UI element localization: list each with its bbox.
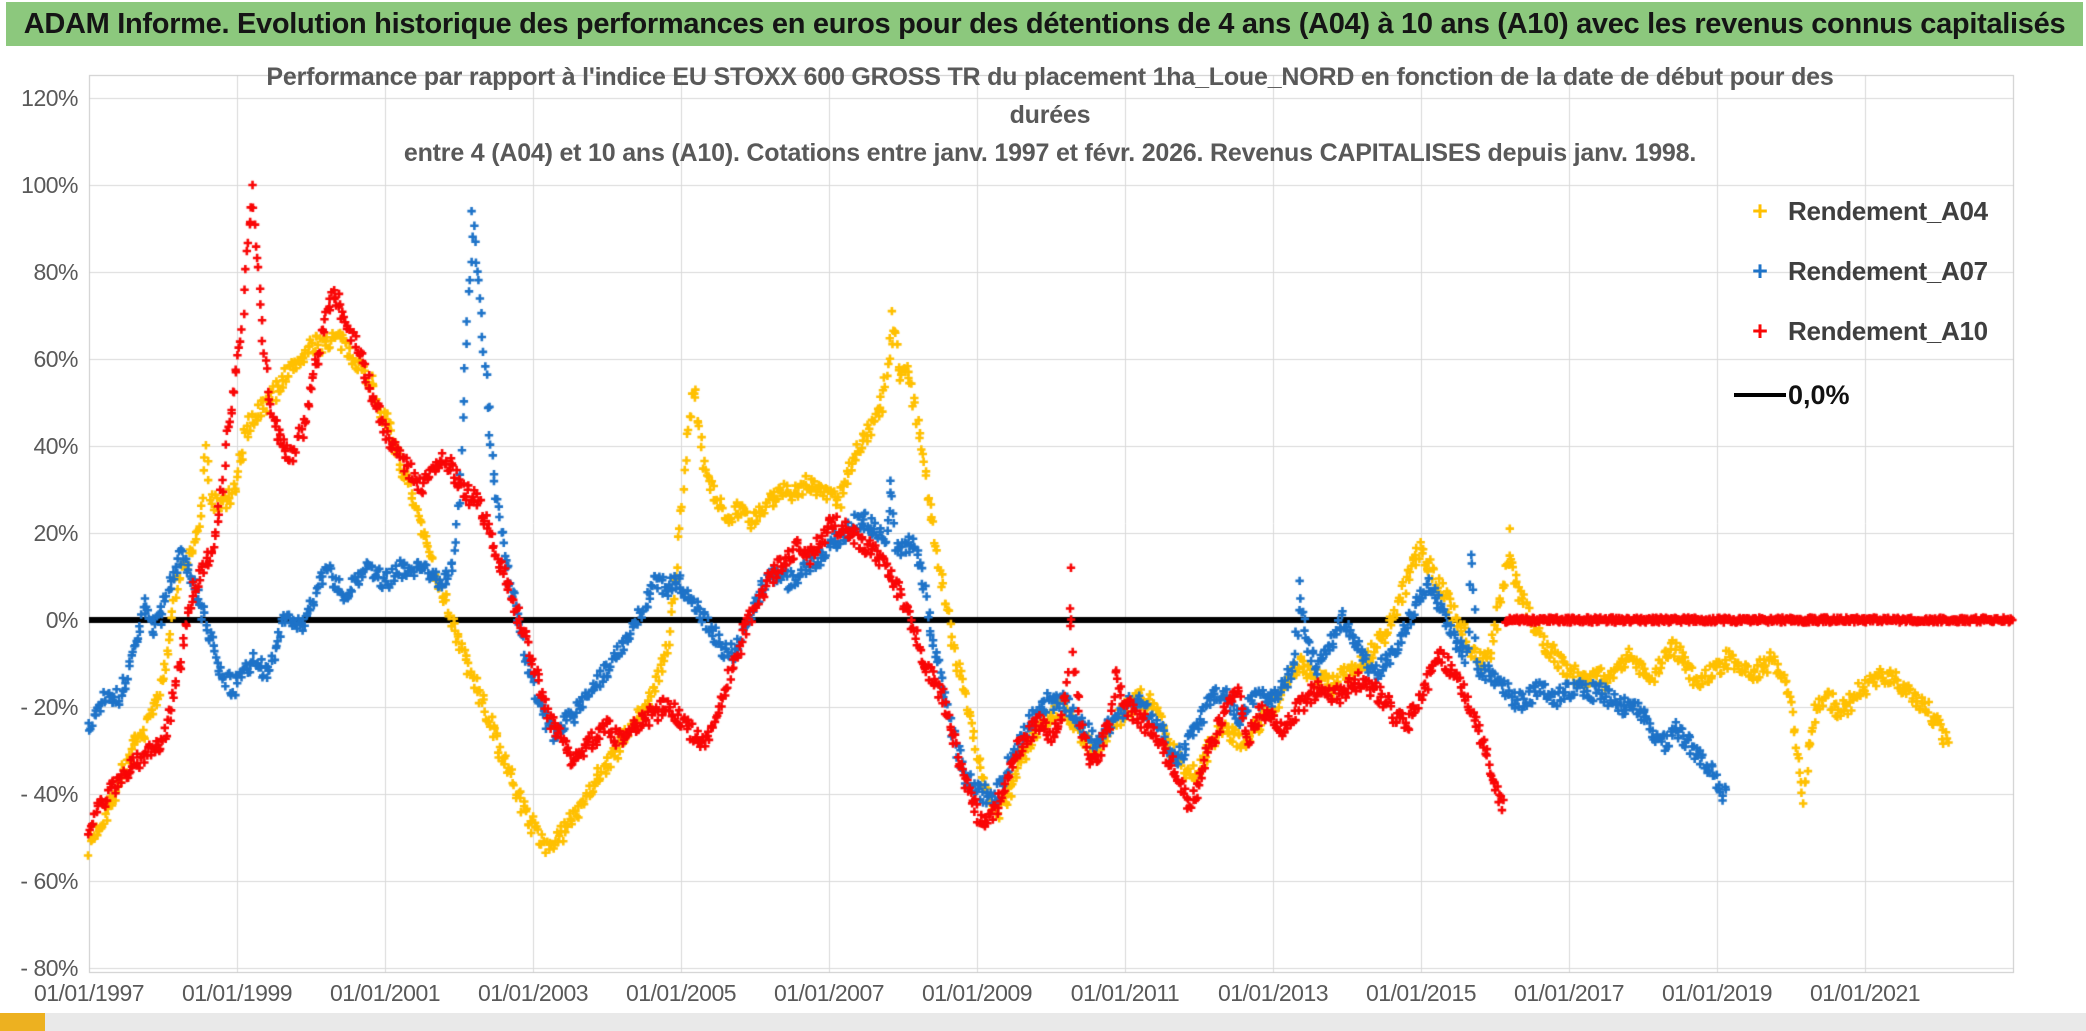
chart-title: Performance par rapport à l'indice EU ST… [230, 58, 1870, 172]
y-axis-tick-label: 40% [33, 433, 78, 459]
legend-label: 0,0% [1788, 379, 1850, 410]
y-axis-tick-label: - 40% [20, 781, 78, 807]
chart-title-line-2: entre 4 (A04) et 10 ans (A10). Cotations… [403, 139, 1697, 167]
x-axis-tick-label: 01/01/2009 [921, 980, 1033, 1006]
y-axis-tick-label: 0% [45, 607, 79, 633]
x-axis-tick-label: 01/01/2011 [1070, 980, 1180, 1006]
chart-legend: + Rendement_A04 + Rendement_A07 + Rendement_A… [1732, 182, 2022, 422]
plus-marker-icon: + [1752, 256, 1768, 286]
legend-label: Rendement_A07 [1788, 255, 1988, 286]
legend-label: Rendement_A10 [1788, 315, 1988, 346]
y-axis-tick-label: 80% [33, 259, 78, 285]
x-axis-tick-label: 01/01/2019 [1661, 980, 1773, 1006]
legend-item-0-0-: 0,0% [1732, 378, 2022, 412]
y-axis-tick-label: - 60% [20, 868, 78, 894]
x-axis-tick-label: 01/01/2007 [773, 980, 885, 1006]
y-axis-labels: 120% 100% 80% 60% 40% 20% 0% - 20% - 40% - 60% - 8… [0, 0, 80, 1031]
x-axis-tick-label: 01/01/2005 [625, 980, 737, 1006]
x-axis-tick-label: 01/01/2001 [329, 980, 441, 1006]
plus-marker-icon: + [1752, 196, 1768, 226]
legend-item-rendement-a07: + Rendement_A07 [1732, 254, 2022, 288]
x-axis-tick-label: 01/01/2021 [1809, 980, 1921, 1006]
y-axis-tick-label: 20% [33, 520, 78, 546]
plus-marker-icon: + [1752, 316, 1768, 346]
x-axis-tick-label: 01/01/2017 [1513, 980, 1625, 1006]
y-axis-tick-label: 100% [21, 172, 78, 198]
x-axis-tick-label: 01/01/2015 [1365, 980, 1477, 1006]
zero-line-swatch [1734, 393, 1786, 397]
chart-title-line-1: Performance par rapport à l'indice EU ST… [266, 63, 1834, 129]
x-axis-tick-label: 01/01/1999 [181, 980, 293, 1006]
y-axis-tick-label: 60% [33, 346, 78, 372]
legend-item-rendement-a10: + Rendement_A10 [1732, 314, 2022, 348]
x-axis-tick-label: 01/01/1997 [33, 980, 145, 1006]
x-axis-tick-label: 01/01/2013 [1217, 980, 1329, 1006]
y-axis-tick-label: - 80% [20, 955, 78, 981]
x-axis-tick-label: 01/01/2003 [477, 980, 589, 1006]
legend-label: Rendement_A04 [1788, 195, 1988, 226]
y-axis-tick-label: 120% [21, 85, 78, 111]
y-axis-tick-label: - 20% [20, 694, 78, 720]
legend-item-rendement-a04: + Rendement_A04 [1732, 194, 2022, 228]
